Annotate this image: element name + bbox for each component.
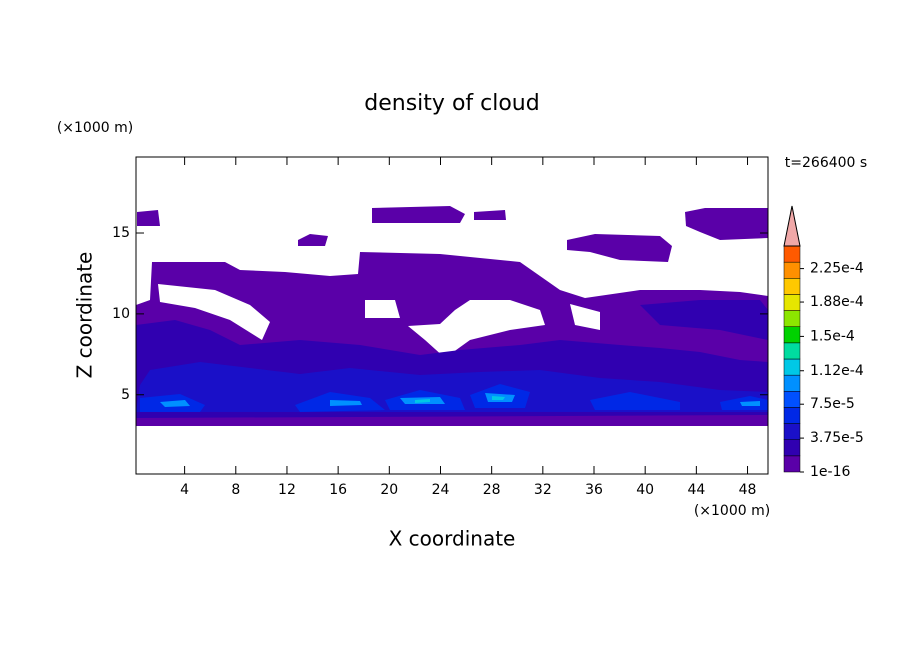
y-tick-label: 15 [112,225,130,241]
chart-title: density of cloud [364,91,539,116]
x-tick-label: 36 [585,482,603,498]
colorbar-label: 1.12e-4 [810,363,864,379]
colorbar-band [783,342,801,360]
x-tick-label: 28 [483,482,501,498]
colorbar-band [783,407,801,424]
x-tick-label: 24 [432,482,450,498]
colorbar-band [783,294,801,311]
contour-region [140,384,768,412]
time-label: t=266400 s [785,155,867,171]
colorbar-band [783,391,801,408]
colorbar-label: 1e-16 [810,464,850,480]
colorbar-extend [783,205,801,247]
contour-region [685,208,768,240]
contour-region [640,300,768,340]
colorbar-band [783,455,801,473]
colorbar-band [783,261,801,279]
x-tick-label: 48 [739,482,757,498]
y-unit: (×1000 m) [57,120,133,136]
colorbar-band [783,310,801,327]
colorbar-band [783,278,801,295]
x-tick-label: 44 [687,482,705,498]
x-tick-label: 12 [278,482,296,498]
colorbar-band [783,326,801,344]
contour-field [136,206,768,426]
colorbar-band [783,439,801,457]
colorbar-band [783,245,801,263]
contour-region [137,210,160,226]
x-tick-label: 20 [380,482,398,498]
x-tick-label: 4 [180,482,189,498]
colorbar-band [783,374,801,392]
colorbar-band [783,358,801,376]
colorbar-label: 3.75e-5 [810,430,864,446]
plot-frame [135,156,769,475]
gap [365,300,400,318]
x-tick-label: 40 [636,482,654,498]
x-tick-label: 32 [534,482,552,498]
y-tick-label: 5 [121,387,130,403]
contour-region [372,206,465,223]
x-tick-label: 8 [231,482,240,498]
contour-region [567,234,672,262]
gap [158,284,270,340]
contour-region [474,210,506,220]
colorbar-label: 1.5e-4 [810,328,855,344]
gap [408,300,545,358]
x-axis-label: X coordinate [389,527,516,551]
colorbar-label: 1.88e-4 [810,294,864,310]
colorbar-label: 2.25e-4 [810,261,864,277]
y-tick-label: 10 [112,306,130,322]
contour-region [415,396,505,403]
x-unit: (×1000 m) [694,503,770,519]
gap [570,304,600,330]
contour-region [298,234,328,246]
colorbar-label: 7.5e-5 [810,396,855,412]
y-axis-label: Z coordinate [73,252,97,379]
x-tick-label: 16 [329,482,347,498]
colorbar-band [783,423,801,440]
